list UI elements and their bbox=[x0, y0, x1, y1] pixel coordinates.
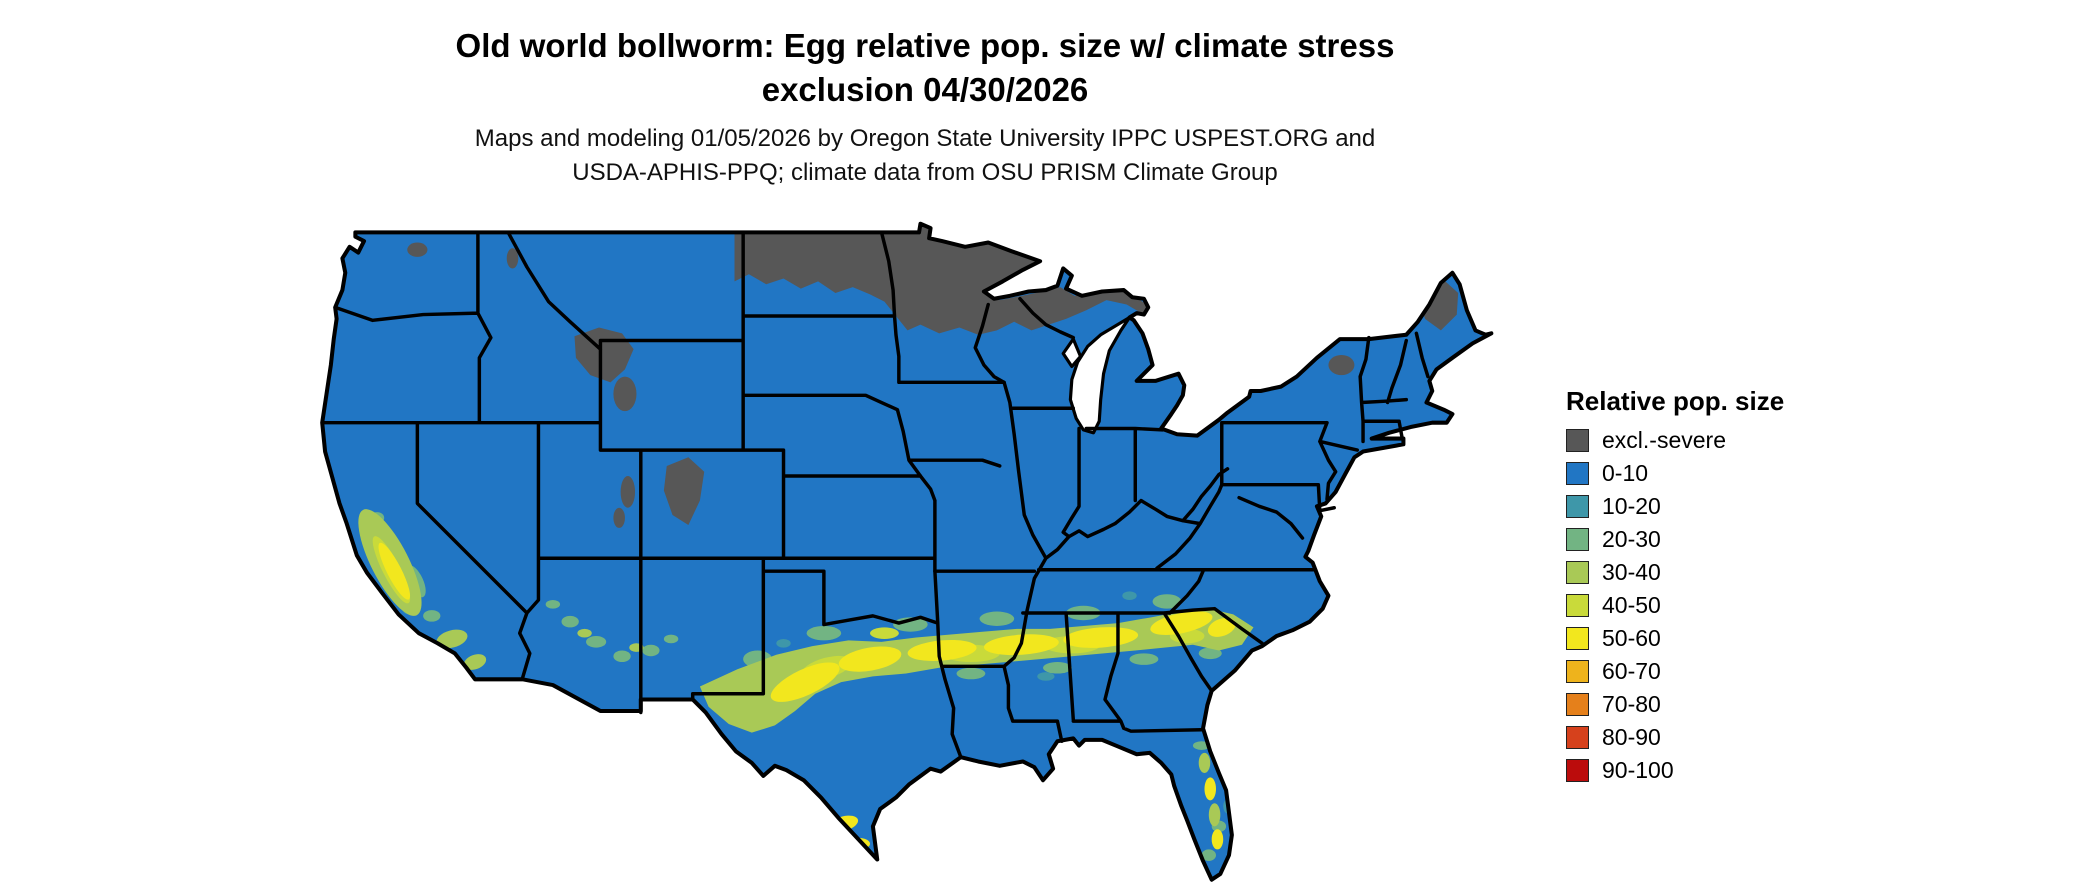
legend-item: 90-100 bbox=[1566, 757, 1866, 783]
legend-item-label: 90-100 bbox=[1602, 757, 1674, 783]
legend-item: 0-10 bbox=[1566, 460, 1866, 486]
legend-item: 70-80 bbox=[1566, 691, 1866, 717]
legend-swatch bbox=[1566, 561, 1589, 584]
map-subtitle: Maps and modeling 01/05/2026 by Oregon S… bbox=[0, 122, 1850, 190]
legend-item-label: 70-80 bbox=[1602, 691, 1661, 717]
legend-item-label: 40-50 bbox=[1602, 592, 1661, 618]
map-subtitle-line2: USDA-APHIS-PPQ; climate data from OSU PR… bbox=[572, 159, 1278, 186]
us-map bbox=[315, 212, 1500, 890]
legend-item: 80-90 bbox=[1566, 724, 1866, 750]
legend-item: 10-20 bbox=[1566, 493, 1866, 519]
legend-swatch bbox=[1566, 693, 1589, 716]
us-map-svg bbox=[315, 212, 1500, 890]
lake-michigan bbox=[1061, 315, 1132, 435]
legend-swatch bbox=[1566, 726, 1589, 749]
legend-item-label: 20-30 bbox=[1602, 526, 1661, 552]
legend-swatch bbox=[1566, 759, 1589, 782]
legend-swatch bbox=[1566, 627, 1589, 650]
legend-item-label: excl.-severe bbox=[1602, 427, 1726, 453]
legend-item-label: 30-40 bbox=[1602, 559, 1661, 585]
legend-swatch bbox=[1566, 528, 1589, 551]
map-title: Old world bollworm: Egg relative pop. si… bbox=[0, 24, 1850, 112]
map-title-line1: Old world bollworm: Egg relative pop. si… bbox=[455, 27, 1395, 64]
legend-swatch bbox=[1566, 429, 1589, 452]
legend: Relative pop. size excl.-severe 0-10 10-… bbox=[1566, 386, 1866, 792]
map-subtitle-line1: Maps and modeling 01/05/2026 by Oregon S… bbox=[474, 125, 1376, 152]
legend-item: 60-70 bbox=[1566, 658, 1866, 684]
legend-item: 40-50 bbox=[1566, 592, 1866, 618]
legend-item: 50-60 bbox=[1566, 625, 1866, 651]
legend-item: excl.-severe bbox=[1566, 427, 1866, 453]
legend-item-label: 10-20 bbox=[1602, 493, 1661, 519]
legend-item-label: 50-60 bbox=[1602, 625, 1661, 651]
legend-item-label: 80-90 bbox=[1602, 724, 1661, 750]
map-title-line2: exclusion 04/30/2026 bbox=[761, 71, 1089, 108]
legend-swatch bbox=[1566, 462, 1589, 485]
legend-swatch bbox=[1566, 495, 1589, 518]
legend-swatch bbox=[1566, 594, 1589, 617]
legend-item: 20-30 bbox=[1566, 526, 1866, 552]
legend-item-label: 0-10 bbox=[1602, 460, 1649, 486]
legend-item-label: 60-70 bbox=[1602, 658, 1661, 684]
legend-title: Relative pop. size bbox=[1566, 386, 1785, 416]
legend-item: 30-40 bbox=[1566, 559, 1866, 585]
legend-swatch bbox=[1566, 660, 1589, 683]
